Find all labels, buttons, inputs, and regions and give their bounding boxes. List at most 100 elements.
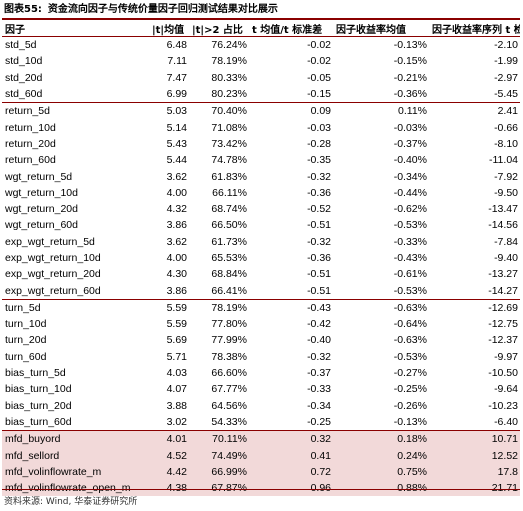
table-row: turn_60d 5.71 78.38% -0.32 -0.53% -9.97 xyxy=(2,349,520,365)
cell-abs-t-gt2-ratio: 66.50% xyxy=(211,219,247,232)
cell-factor-name: exp_wgt_return_20d xyxy=(5,268,101,281)
table-header-row: 因子 |t|均值 |t|>2 占比 t 均值/t 标准差 因子收益率均值 因子收… xyxy=(2,20,520,37)
cell-return-t-test: -12.69 xyxy=(429,298,520,317)
cell-abs-t-mean: 4.32 xyxy=(166,203,187,216)
cell-return-mean: 0.24% xyxy=(333,447,429,464)
cell-return-mean: -0.33% xyxy=(393,235,427,248)
table-row: turn_10d 5.59 77.80% -0.42 -0.64% -12.75 xyxy=(2,316,520,332)
cell-abs-t-mean: 4.07 xyxy=(166,383,187,396)
cell-abs-t-mean: 4.03 xyxy=(166,367,187,380)
cell-abs-t-mean: 6.48 xyxy=(166,39,187,52)
table-row: std_10d 7.11 78.19% -0.02 -0.15% -1.99 xyxy=(2,53,520,69)
table-row: exp_wgt_return_5d 3.62 61.73% -0.32 -0.33% -7… xyxy=(2,234,520,250)
cell-return-t-test: -12.75 xyxy=(488,318,518,331)
cell-abs-t-mean: 4.00 xyxy=(166,252,187,264)
cell-abs-t-gt2-ratio: 73.42% xyxy=(211,137,247,150)
cell-return-mean: -0.25% xyxy=(393,383,427,396)
cell-return-mean: -0.61% xyxy=(393,268,427,281)
cell-return-mean: -0.64% xyxy=(393,318,427,331)
table-row: bias_turn_10d 4.07 67.77% -0.33 -0.25% -9.64 xyxy=(2,381,520,397)
table-row: return_5d 5.03 70.40% 0.09 0.11% 2.41 xyxy=(2,102,520,120)
factor-comparison-table: 因子 |t|均值 |t|>2 占比 t 均值/t 标准差 因子收益率均值 因子收… xyxy=(2,20,520,497)
cell-abs-t-mean: 4.01 xyxy=(149,430,189,448)
cell-return-mean: -0.53% xyxy=(393,219,427,232)
figure-caption: 图表55: 资金流向因子与传统价量因子回归测试结果对比展示 xyxy=(4,3,278,17)
cell-factor-name: mfd_volinflowrate_m xyxy=(2,463,149,481)
cell-abs-t-mean: 6.99 xyxy=(166,88,187,101)
cell-t-mean-over-std: -0.32 xyxy=(307,235,331,248)
cell-return-t-test: -9.50 xyxy=(494,186,518,199)
table-row: wgt_return_60d 3.86 66.50% -0.51 -0.53% -14.5… xyxy=(2,217,520,233)
table-row: return_60d 5.44 74.78% -0.35 -0.40% -11.04 xyxy=(2,152,520,168)
cell-return-mean: -0.03% xyxy=(393,121,427,134)
cell-return-t-test: -12.37 xyxy=(488,334,518,347)
cell-t-mean-over-std: -0.33 xyxy=(307,383,331,396)
cell-t-mean-over-std: -0.02 xyxy=(307,39,331,52)
cell-t-mean-over-std: -0.37 xyxy=(307,367,331,380)
cell-return-t-test: 10.71 xyxy=(429,430,520,448)
cell-return-t-test: -10.50 xyxy=(488,367,518,380)
cell-abs-t-mean: 4.00 xyxy=(166,186,187,199)
cell-return-mean: -0.44% xyxy=(393,186,427,199)
cell-abs-t-mean: 4.30 xyxy=(166,268,187,281)
cell-factor-name: wgt_return_10d xyxy=(5,186,78,199)
cell-return-mean: -0.36% xyxy=(393,88,427,101)
cell-return-mean: -0.53% xyxy=(393,284,427,297)
cell-factor-name: wgt_return_20d xyxy=(5,203,78,216)
table-row: return_10d 5.14 71.08% -0.03 -0.03% -0.66 xyxy=(2,119,520,135)
cell-t-mean-over-std: -0.40 xyxy=(307,334,331,347)
cell-t-mean-over-std: -0.05 xyxy=(307,71,331,84)
cell-return-mean: -0.63% xyxy=(333,298,429,317)
cell-return-t-test: -1.99 xyxy=(494,55,518,68)
cell-return-mean: 0.88% xyxy=(333,480,429,497)
cell-t-mean-over-std: 0.32 xyxy=(249,430,333,448)
cell-abs-t-gt2-ratio: 80.23% xyxy=(211,88,247,101)
cell-factor-name: std_20d xyxy=(5,71,43,84)
cell-return-mean: 0.11% xyxy=(333,102,429,120)
cell-abs-t-mean: 3.62 xyxy=(166,235,187,248)
header-t-mean-over-std: t 均值/t 标准差 xyxy=(249,20,333,37)
cell-t-mean-over-std: -0.03 xyxy=(307,121,331,134)
cell-abs-t-gt2-ratio: 54.33% xyxy=(211,415,247,428)
cell-t-mean-over-std: -0.52 xyxy=(307,203,331,216)
cell-factor-name: exp_wgt_return_60d xyxy=(5,284,101,297)
cell-t-mean-over-std: -0.51 xyxy=(307,219,331,232)
cell-return-t-test: -10.23 xyxy=(488,399,518,412)
cell-factor-name: return_20d xyxy=(5,137,56,150)
cell-t-mean-over-std: -0.32 xyxy=(307,170,331,183)
cell-abs-t-mean: 7.47 xyxy=(166,71,187,84)
cell-t-mean-over-std: -0.51 xyxy=(307,268,331,281)
cell-return-t-test: -5.45 xyxy=(494,88,518,101)
cell-t-mean-over-std: -0.43 xyxy=(249,298,333,317)
cell-return-t-test: 17.8 xyxy=(429,463,520,481)
cell-abs-t-mean: 4.42 xyxy=(149,463,189,481)
cell-abs-t-gt2-ratio: 68.74% xyxy=(211,203,247,216)
cell-t-mean-over-std: -0.02 xyxy=(307,55,331,68)
cell-return-t-test: -13.47 xyxy=(488,203,518,216)
cell-return-mean: -0.63% xyxy=(393,334,427,347)
table-row: bias_turn_5d 4.03 66.60% -0.37 -0.27% -10.50 xyxy=(2,365,520,381)
cell-return-t-test: -9.40 xyxy=(494,252,518,264)
cell-abs-t-gt2-ratio: 65.53% xyxy=(211,252,247,264)
cell-abs-t-mean: 3.86 xyxy=(166,284,187,297)
table-row: std_20d 7.47 80.33% -0.05 -0.21% -2.97 xyxy=(2,70,520,86)
cell-abs-t-gt2-ratio: 67.87% xyxy=(189,480,249,497)
cell-return-t-test: -2.97 xyxy=(494,71,518,84)
cell-abs-t-mean: 5.14 xyxy=(166,121,187,134)
cell-abs-t-mean: 5.71 xyxy=(166,350,187,363)
table-row: wgt_return_20d 4.32 68.74% -0.52 -0.62% -13.4… xyxy=(2,201,520,217)
cell-return-t-test: -8.10 xyxy=(494,137,518,150)
cell-abs-t-mean: 3.88 xyxy=(166,399,187,412)
cell-factor-name: return_10d xyxy=(5,121,56,134)
table-row: mfd_volinflowrate_m 4.42 66.99% 0.72 0.75% 17… xyxy=(2,463,520,481)
cell-t-mean-over-std: 0.09 xyxy=(249,102,333,120)
table-row: turn_20d 5.69 77.99% -0.40 -0.63% -12.37 xyxy=(2,332,520,348)
cell-factor-name: turn_60d xyxy=(5,350,47,363)
cell-abs-t-mean: 5.59 xyxy=(166,318,187,331)
cell-abs-t-mean: 4.38 xyxy=(149,480,189,497)
table-row: exp_wgt_return_60d 3.86 66.41% -0.51 -0.53% -… xyxy=(2,282,520,299)
cell-return-t-test: -6.40 xyxy=(494,415,518,428)
cell-abs-t-gt2-ratio: 77.80% xyxy=(211,318,247,331)
header-factor: 因子 xyxy=(2,20,149,37)
cell-abs-t-gt2-ratio: 61.73% xyxy=(211,235,247,248)
